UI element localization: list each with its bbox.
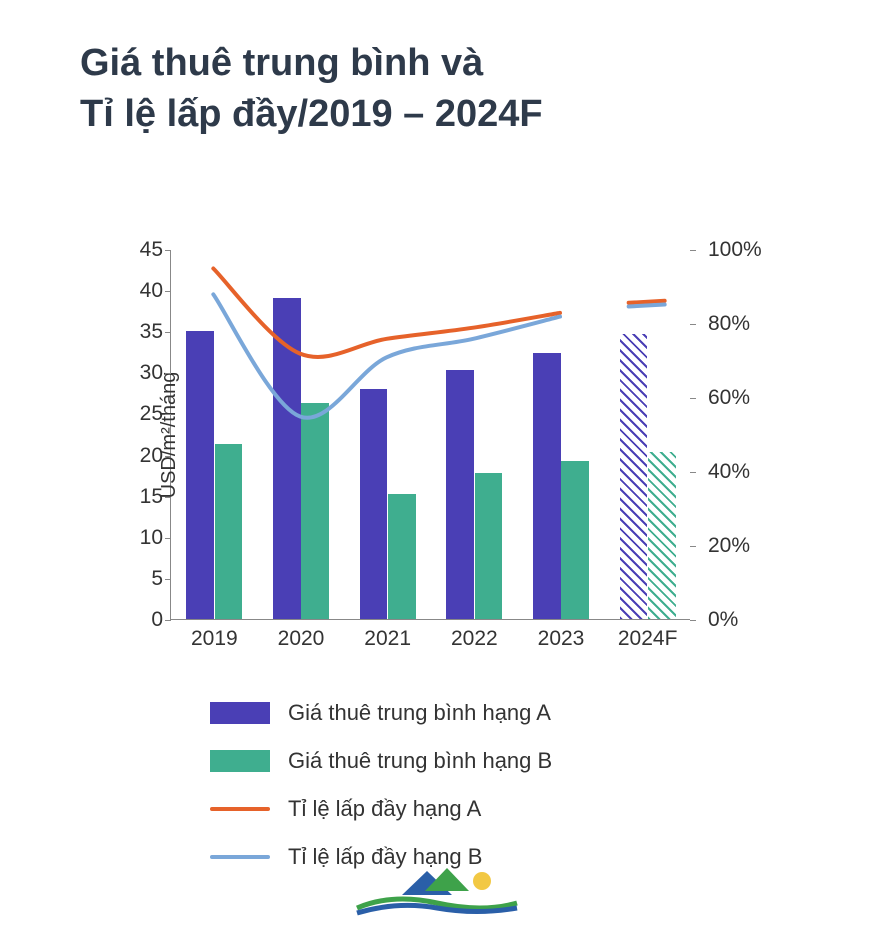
legend-line-swatch [210, 855, 270, 859]
y-left-tick: 30 [140, 361, 163, 385]
line-seriesA [213, 269, 560, 357]
x-tick: 2021 [364, 627, 411, 651]
y-left-tick: 20 [140, 444, 163, 468]
y-right-tick: 100% [708, 238, 762, 262]
y-left-tick: 45 [140, 238, 163, 262]
x-tick: 2019 [191, 627, 238, 651]
y-left-tick: 0 [151, 608, 163, 632]
legend-item: Giá thuê trung bình hạng A [210, 700, 552, 726]
y-left-tick: 35 [140, 320, 163, 344]
chart-area: USD/m²/tháng 0510152025303540450%20%40%6… [80, 230, 800, 680]
legend-swatch [210, 750, 270, 772]
x-tick: 2020 [278, 627, 325, 651]
watermark-logo [347, 853, 527, 928]
legend-swatch [210, 702, 270, 724]
chart-title: Giá thuê trung bình và Tỉ lệ lấp đầy/201… [80, 38, 543, 141]
line-seriesB [213, 294, 560, 417]
line-seriesB-forecast [629, 305, 665, 307]
title-line-1: Giá thuê trung bình và [80, 42, 483, 84]
y-right-tick: 40% [708, 460, 750, 484]
y-right-tick: 60% [708, 386, 750, 410]
x-tick: 2022 [451, 627, 498, 651]
y-right-tick: 0% [708, 608, 738, 632]
line-seriesA-forecast [629, 301, 665, 303]
legend-item: Tỉ lệ lấp đầy hạng A [210, 796, 552, 822]
y-left-tick: 40 [140, 279, 163, 303]
legend-line-swatch [210, 807, 270, 811]
y-left-tick: 10 [140, 526, 163, 550]
y-right-tick: 80% [708, 312, 750, 336]
legend-label: Tỉ lệ lấp đầy hạng A [288, 796, 481, 822]
y-left-tick: 5 [151, 567, 163, 591]
x-tick: 2024F [618, 627, 678, 651]
legend-label: Giá thuê trung bình hạng B [288, 748, 552, 774]
x-tick: 2023 [538, 627, 585, 651]
y-left-tick: 15 [140, 485, 163, 509]
y-left-tick: 25 [140, 402, 163, 426]
legend-label: Giá thuê trung bình hạng A [288, 700, 551, 726]
line-layer [170, 250, 690, 620]
legend-item: Giá thuê trung bình hạng B [210, 748, 552, 774]
y-right-tick: 20% [708, 534, 750, 558]
title-line-2: Tỉ lệ lấp đầy/2019 – 2024F [80, 93, 543, 135]
